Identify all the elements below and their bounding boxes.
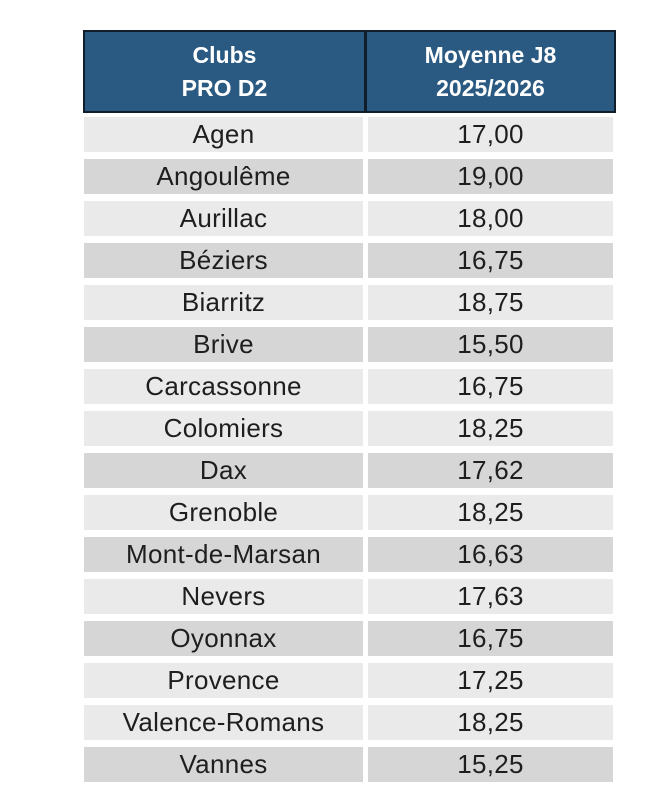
- pro-d2-averages-table: Clubs PRO D2 Moyenne J8 2025/2026 Agen 1…: [83, 30, 616, 782]
- club-cell: Valence-Romans: [84, 705, 363, 740]
- table-header-row: Clubs PRO D2 Moyenne J8 2025/2026: [83, 30, 616, 113]
- club-cell: Agen: [84, 117, 363, 152]
- club-cell: Biarritz: [84, 285, 363, 320]
- table-row: Aurillac 18,00: [84, 201, 616, 236]
- table-row: Provence 17,25: [84, 663, 616, 698]
- table-row: Valence-Romans 18,25: [84, 705, 616, 740]
- header-cell-moyenne: Moyenne J8 2025/2026: [367, 32, 614, 111]
- table-row: Angoulême 19,00: [84, 159, 616, 194]
- value-cell: 18,25: [368, 411, 613, 446]
- value-cell: 18,00: [368, 201, 613, 236]
- club-cell: Vannes: [84, 747, 363, 782]
- club-cell: Nevers: [84, 579, 363, 614]
- club-cell: Aurillac: [84, 201, 363, 236]
- header-cell-clubs: Clubs PRO D2: [85, 32, 367, 111]
- header-moyenne-line2: 2025/2026: [436, 74, 545, 101]
- value-cell: 16,75: [368, 621, 613, 656]
- value-cell: 17,25: [368, 663, 613, 698]
- club-cell: Grenoble: [84, 495, 363, 530]
- table-body: Agen 17,00 Angoulême 19,00 Aurillac 18,0…: [84, 117, 616, 782]
- table-row: Dax 17,62: [84, 453, 616, 488]
- table-row: Nevers 17,63: [84, 579, 616, 614]
- club-cell: Provence: [84, 663, 363, 698]
- table-row: Biarritz 18,75: [84, 285, 616, 320]
- table-row: Carcassonne 16,75: [84, 369, 616, 404]
- table-row: Béziers 16,75: [84, 243, 616, 278]
- value-cell: 18,25: [368, 495, 613, 530]
- table-row: Colomiers 18,25: [84, 411, 616, 446]
- table-row: Mont-de-Marsan 16,63: [84, 537, 616, 572]
- header-clubs-line1: Clubs: [192, 41, 257, 68]
- club-cell: Dax: [84, 453, 363, 488]
- club-cell: Brive: [84, 327, 363, 362]
- club-cell: Colomiers: [84, 411, 363, 446]
- value-cell: 19,00: [368, 159, 613, 194]
- club-cell: Mont-de-Marsan: [84, 537, 363, 572]
- club-cell: Carcassonne: [84, 369, 363, 404]
- value-cell: 17,62: [368, 453, 613, 488]
- value-cell: 15,25: [368, 747, 613, 782]
- table-row: Brive 15,50: [84, 327, 616, 362]
- club-cell: Oyonnax: [84, 621, 363, 656]
- table-row: Vannes 15,25: [84, 747, 616, 782]
- header-moyenne-line1: Moyenne J8: [424, 41, 557, 68]
- value-cell: 18,25: [368, 705, 613, 740]
- club-cell: Angoulême: [84, 159, 363, 194]
- club-cell: Béziers: [84, 243, 363, 278]
- header-clubs-line2: PRO D2: [181, 74, 268, 101]
- table-row: Grenoble 18,25: [84, 495, 616, 530]
- value-cell: 17,00: [368, 117, 613, 152]
- value-cell: 16,63: [368, 537, 613, 572]
- value-cell: 17,63: [368, 579, 613, 614]
- table-row: Oyonnax 16,75: [84, 621, 616, 656]
- value-cell: 15,50: [368, 327, 613, 362]
- table-row: Agen 17,00: [84, 117, 616, 152]
- value-cell: 16,75: [368, 243, 613, 278]
- value-cell: 18,75: [368, 285, 613, 320]
- value-cell: 16,75: [368, 369, 613, 404]
